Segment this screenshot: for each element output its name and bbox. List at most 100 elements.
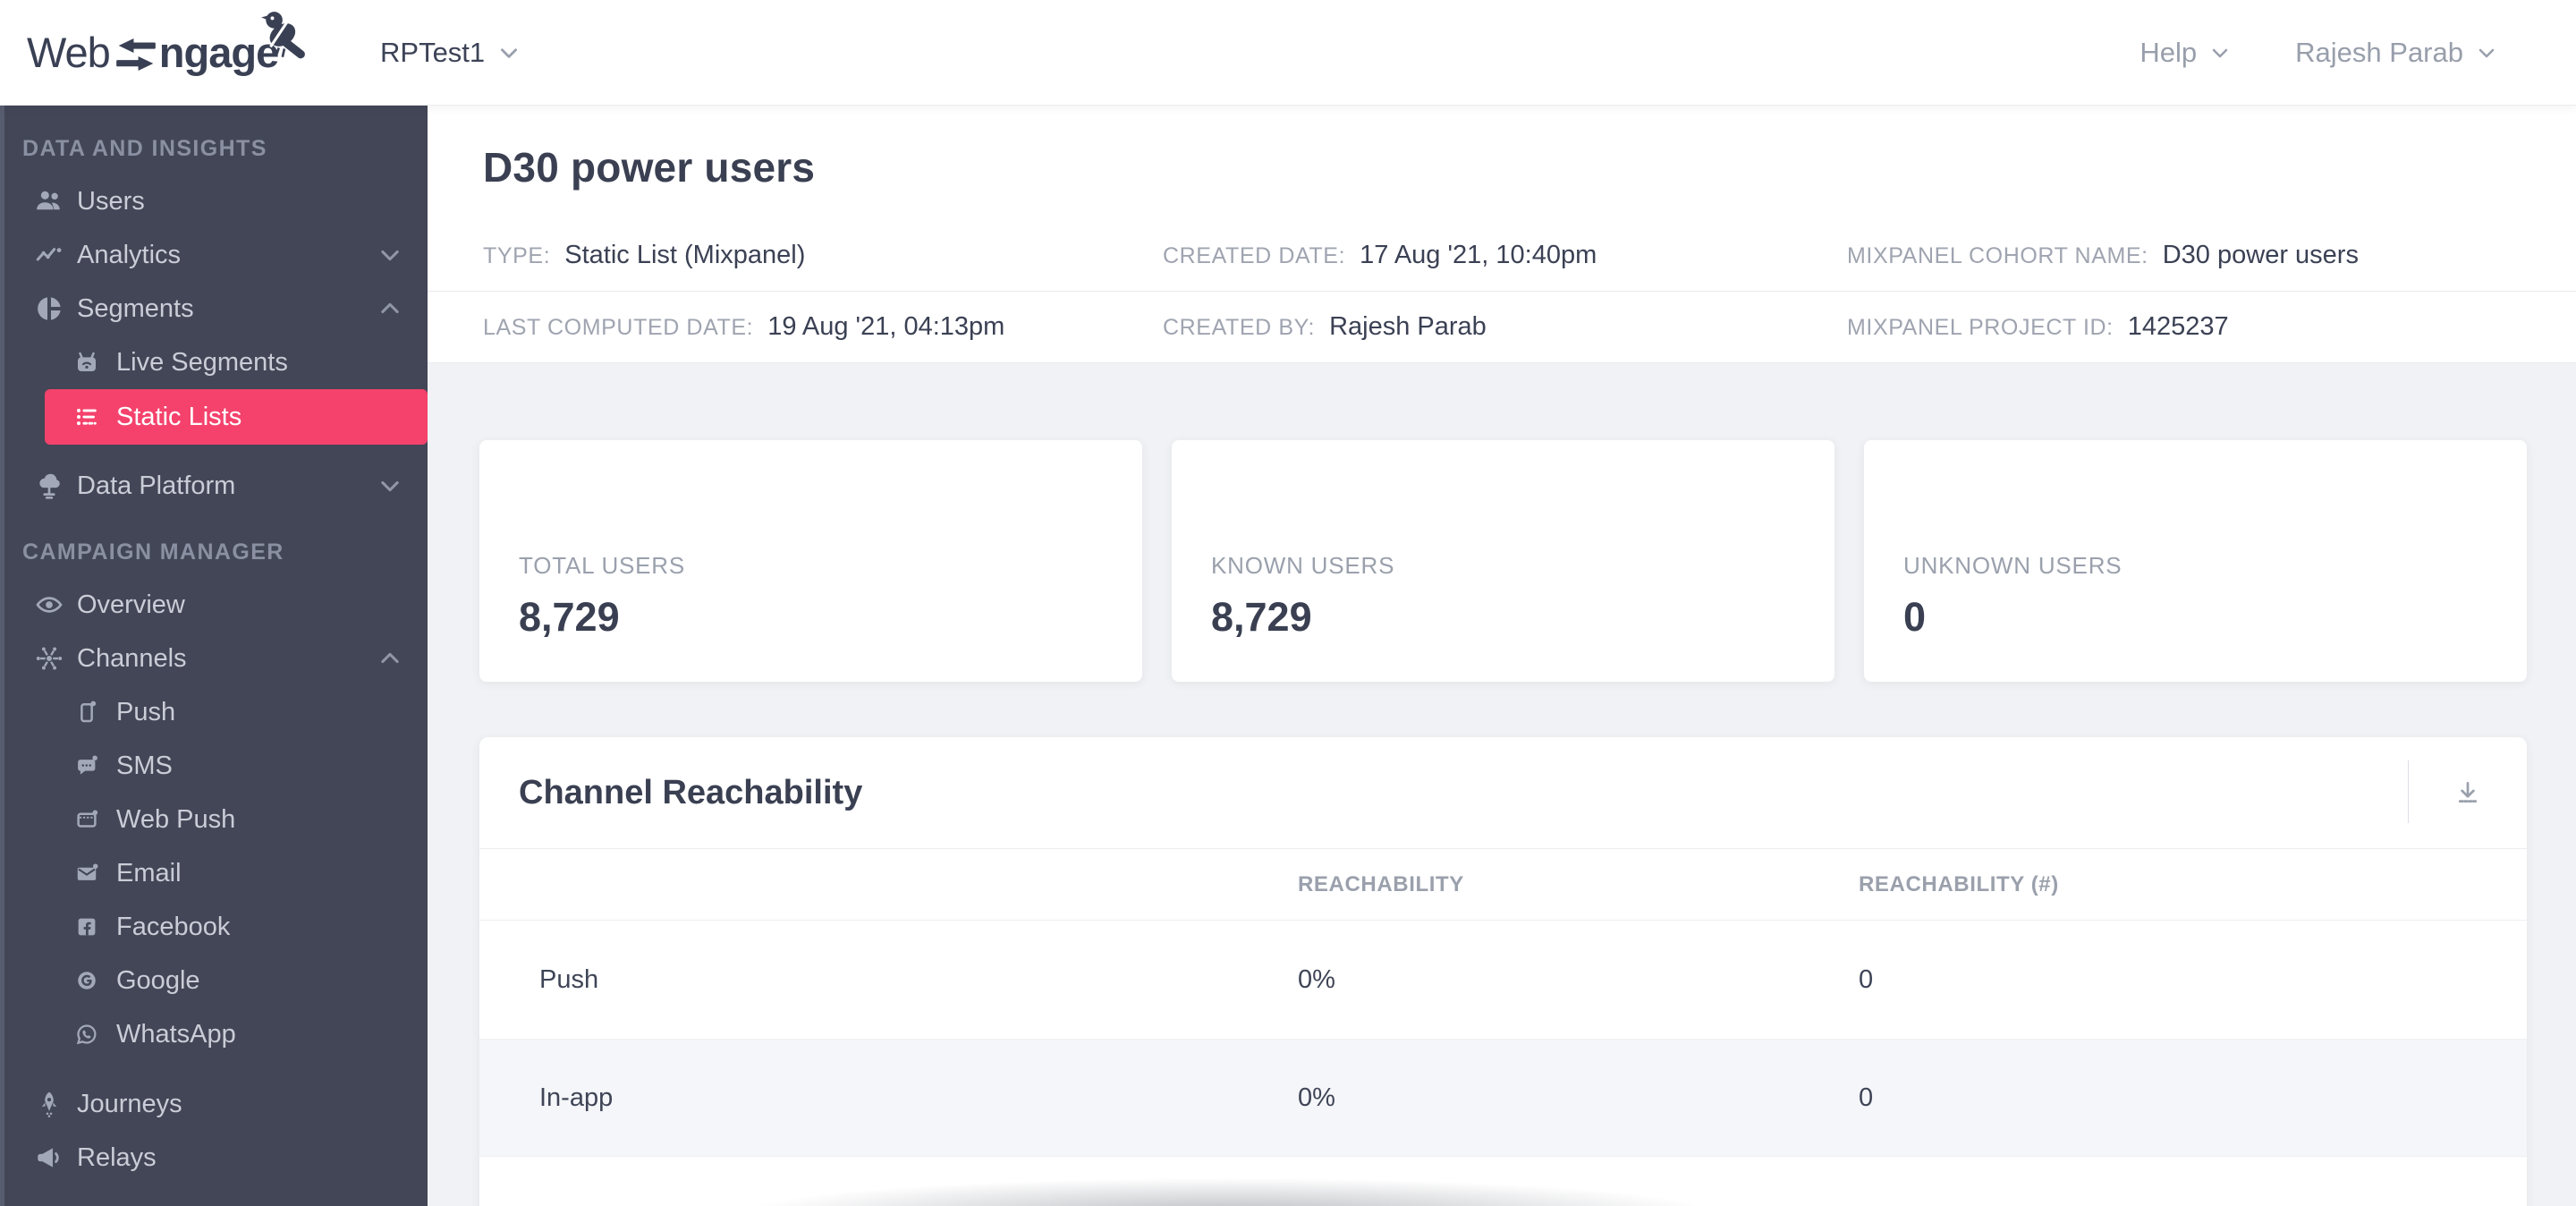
meta-created-date: CREATED DATE: 17 Aug '21, 10:40pm <box>1163 241 1847 270</box>
metric-label: UNKNOWN USERS <box>1903 552 2123 579</box>
download-button[interactable] <box>2445 770 2490 815</box>
panel-title: Channel Reachability <box>519 773 863 811</box>
whatsapp-icon <box>73 1021 116 1048</box>
meta-value: 1425237 <box>2127 312 2229 341</box>
cell-channel: Push <box>539 964 599 994</box>
sidebar-item-label: Segments <box>77 293 194 323</box>
chevron-up-icon <box>377 646 402 671</box>
meta-label: TYPE: <box>483 243 551 268</box>
column-reachability-num: REACHABILITY (#) <box>1859 871 2059 896</box>
help-label: Help <box>2140 36 2198 68</box>
meta-value: Static List (Mixpanel) <box>564 241 806 269</box>
sidebar-item-journeys[interactable]: Journeys <box>0 1077 428 1131</box>
main-content: D30 power users TYPE: Static List (Mixpa… <box>428 106 2576 1206</box>
meta-type: TYPE: Static List (Mixpanel) <box>483 241 1163 270</box>
mobile-push-icon <box>73 699 116 726</box>
help-menu[interactable]: Help <box>2140 37 2231 69</box>
live-segments-icon <box>73 349 116 376</box>
webengage-logo: Web ngage <box>27 12 306 77</box>
topbar: Web ngage <box>0 0 2576 106</box>
channels-icon <box>34 643 77 674</box>
metric-label: KNOWN USERS <box>1211 552 1395 579</box>
meta-created-by: CREATED BY: Rajesh Parab <box>1163 312 1847 342</box>
sidebar-item-label: Analytics <box>77 240 182 269</box>
sidebar-item-label: Push <box>116 697 176 726</box>
table-row: In-app 0% 0 <box>479 1039 2527 1157</box>
sidebar-item-data-platform[interactable]: Data Platform <box>0 459 428 513</box>
sidebar-item-users[interactable]: Users <box>0 174 428 228</box>
sidebar-item-web-push[interactable]: Web Push <box>0 793 428 846</box>
meta-label: MIXPANEL PROJECT ID: <box>1847 315 2114 340</box>
project-name: RPTest1 <box>380 36 486 68</box>
bird-icon <box>261 12 306 59</box>
sidebar-item-google[interactable]: Google <box>0 954 428 1007</box>
stat-cards: TOTAL USERS 8,729 KNOWN USERS 8,729 UNKN… <box>479 440 2527 682</box>
sidebar-item-label: Data Platform <box>77 471 236 500</box>
cell-reachability-num: 0 <box>1859 1083 1874 1112</box>
sms-icon <box>73 752 116 779</box>
sidebar-item-label: Channels <box>77 643 187 673</box>
sidebar-item-analytics[interactable]: Analytics <box>0 228 428 282</box>
cell-reachability: 0% <box>1298 1083 1335 1112</box>
sidebar-item-facebook[interactable]: Facebook <box>0 900 428 954</box>
chevron-down-icon <box>377 242 402 268</box>
page-header: D30 power users TYPE: Static List (Mixpa… <box>428 106 2576 363</box>
users-icon <box>34 186 77 217</box>
email-icon <box>73 860 116 887</box>
metric-card-total-users: TOTAL USERS 8,729 <box>479 440 1142 682</box>
sidebar-item-label: WhatsApp <box>116 1019 236 1049</box>
sidebar-item-push[interactable]: Push <box>0 685 428 739</box>
sidebar-item-label: Email <box>116 858 182 888</box>
sidebar-item-email[interactable]: Email <box>0 846 428 900</box>
download-icon <box>2458 782 2477 803</box>
meta-value: 19 Aug '21, 04:13pm <box>767 312 1005 341</box>
chevron-down-icon <box>2479 48 2495 57</box>
cell-reachability-num: 0 <box>1859 964 1874 994</box>
metric-card-known-users: KNOWN USERS 8,729 <box>1172 440 1835 682</box>
chevron-down-icon <box>2212 48 2228 57</box>
metric-label: TOTAL USERS <box>519 552 686 579</box>
project-selector[interactable]: RPTest1 <box>380 37 521 69</box>
chevron-down-icon <box>377 473 402 498</box>
sidebar-item-label: Google <box>116 965 200 995</box>
sidebar-item-segments[interactable]: Segments <box>0 282 428 335</box>
column-reachability: REACHABILITY <box>1298 871 1464 896</box>
meta-value: D30 power users <box>2162 241 2359 269</box>
sidebar-item-sms[interactable]: SMS <box>0 739 428 793</box>
metric-value: 8,729 <box>519 594 620 640</box>
sidebar-item-label: Static Lists <box>116 402 242 431</box>
meta-last-computed-date: LAST COMPUTED DATE: 19 Aug '21, 04:13pm <box>483 312 1163 342</box>
sidebar-item-label: Journeys <box>77 1089 182 1118</box>
cell-reachability: 0% <box>1298 964 1335 994</box>
sidebar-item-whatsapp[interactable]: WhatsApp <box>0 1007 428 1061</box>
sidebar-item-channels[interactable]: Channels <box>0 632 428 685</box>
meta-row-2: LAST COMPUTED DATE: 19 Aug '21, 04:13pm … <box>428 292 2576 363</box>
meta-value: 17 Aug '21, 10:40pm <box>1360 241 1597 269</box>
topbar-right: Help Rajesh Parab <box>2140 37 2497 69</box>
chevron-down-icon <box>501 47 518 58</box>
sidebar-item-relays[interactable]: Relays <box>0 1131 428 1185</box>
sidebar-item-live-segments[interactable]: Live Segments <box>0 335 428 389</box>
sidebar-item-label: Facebook <box>116 912 231 941</box>
sidebar-item-static-lists[interactable]: Static Lists <box>45 389 428 445</box>
meta-label: CREATED BY: <box>1163 315 1316 340</box>
sidebar-item-label: SMS <box>116 751 173 780</box>
sidebar-item-label: Relays <box>77 1142 157 1172</box>
section-title-data-insights: DATA AND INSIGHTS <box>22 136 267 161</box>
meta-mixpanel-project-id: MIXPANEL PROJECT ID: 1425237 <box>1847 312 2576 342</box>
sidebar-item-overview[interactable]: Overview <box>0 578 428 632</box>
metric-card-unknown-users: UNKNOWN USERS 0 <box>1864 440 2527 682</box>
meta-row-1: TYPE: Static List (Mixpanel) CREATED DAT… <box>428 220 2576 292</box>
sidebar-item-label: Live Segments <box>116 347 288 377</box>
page-title: D30 power users <box>483 144 816 191</box>
sidebar-item-label: Overview <box>77 590 185 619</box>
channel-reachability-panel: Channel Reachability REACHABILITY REACHA… <box>479 737 2527 1206</box>
facebook-icon <box>73 913 116 940</box>
logo-text-ngage: ngage <box>158 29 279 76</box>
sidebar-item-label: Web Push <box>116 804 236 834</box>
google-icon <box>73 967 116 994</box>
sidebar-item-label: Users <box>77 186 145 216</box>
rocket-icon <box>34 1089 77 1119</box>
user-menu[interactable]: Rajesh Parab <box>2295 37 2497 69</box>
